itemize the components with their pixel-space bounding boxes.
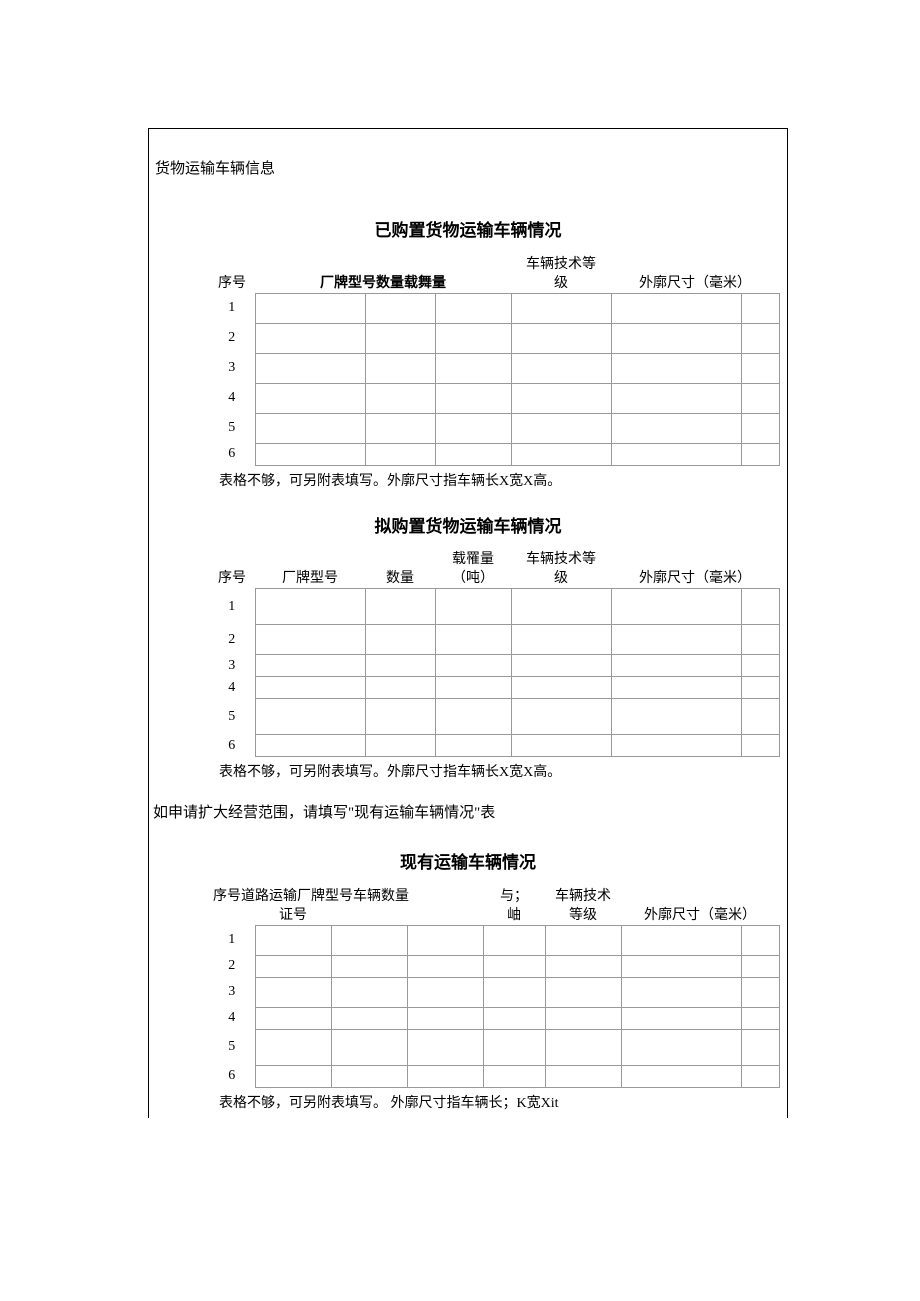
t2-col-load-bot: （吨） xyxy=(435,571,511,589)
t3-col-h1b: 与； xyxy=(483,887,545,907)
t3-header: 证号 岫 等级 外廓尺寸（毫米） xyxy=(209,907,779,925)
t3-row: 4 xyxy=(209,1007,779,1029)
t3-row: 3 xyxy=(209,977,779,1007)
t2-col-tech-top: 车辆技术等 xyxy=(511,551,611,571)
t2-seq: 4 xyxy=(209,677,255,699)
t3-table: 序号道路运输厂牌型号车辆数量 与； 车辆技术 证号 岫 等级 外廓尺寸（毫米） … xyxy=(209,887,780,1088)
t3-col-h1a: 序号道路运输厂牌型号车辆数量 xyxy=(209,887,483,907)
t1-row: 6 xyxy=(209,443,779,465)
t2-seq: 6 xyxy=(209,735,255,757)
t2-seq: 1 xyxy=(209,589,255,625)
t1-col-dim: 外廓尺寸（毫米） xyxy=(611,275,779,293)
t1-col-seq: 序号 xyxy=(209,275,255,293)
t3-note: 表格不够，可另附表填写。 外廓尺寸指车辆长；K宽Xit xyxy=(149,1088,787,1114)
t3-row: 2 xyxy=(209,955,779,977)
t3-header-top: 序号道路运输厂牌型号车辆数量 与； 车辆技术 xyxy=(209,887,779,907)
expand-note: 如申请扩大经营范围，请填写"现有运输车辆情况"表 xyxy=(149,783,787,828)
t3-col-tech-top: 车辆技术 xyxy=(545,887,621,907)
t1-row: 2 xyxy=(209,323,779,353)
document-frame: 货物运输车辆信息 已购置货物运输车辆情况 车辆技术等 序号 厂牌型号数量载舞量 … xyxy=(148,128,788,1118)
t1-row: 5 xyxy=(209,413,779,443)
section-title: 货物运输车辆信息 xyxy=(149,129,787,196)
t3-row: 5 xyxy=(209,1029,779,1065)
t2-row: 2 xyxy=(209,625,779,655)
t1-seq: 1 xyxy=(209,293,255,323)
t1-col-brand: 厂牌型号数量载舞量 xyxy=(255,275,511,293)
t3-seq: 4 xyxy=(209,1007,255,1029)
t2-seq: 2 xyxy=(209,625,255,655)
t3-row: 6 xyxy=(209,1065,779,1087)
t3-seq: 3 xyxy=(209,977,255,1007)
t3-seq: 5 xyxy=(209,1029,255,1065)
t1-seq: 2 xyxy=(209,323,255,353)
t2-col-qty: 数量 xyxy=(365,571,435,589)
t1-row: 3 xyxy=(209,353,779,383)
t2-row: 5 xyxy=(209,699,779,735)
t2-row: 3 xyxy=(209,655,779,677)
t3-wrap: 序号道路运输厂牌型号车辆数量 与； 车辆技术 证号 岫 等级 外廓尺寸（毫米） … xyxy=(209,887,779,1088)
t1-seq: 4 xyxy=(209,383,255,413)
t2-col-dim: 外廓尺寸（毫米） xyxy=(611,571,779,589)
t1-col-tech-bot: 级 xyxy=(511,275,611,293)
t1-wrap: 车辆技术等 序号 厂牌型号数量载舞量 级 外廓尺寸（毫米） 1 2 3 4 5 … xyxy=(209,255,779,466)
t2-heading: 拟购置货物运输车辆情况 xyxy=(149,512,787,537)
t2-header-top: 载罹量 车辆技术等 xyxy=(209,551,779,571)
t1-header: 序号 厂牌型号数量载舞量 级 外廓尺寸（毫米） xyxy=(209,275,779,293)
t1-note: 表格不够，可另附表填写。外廓尺寸指车辆长X宽X高。 xyxy=(149,466,787,492)
t2-table: 载罹量 车辆技术等 序号 厂牌型号 数量 （吨） 级 外廓尺寸（毫米） 1 2 … xyxy=(209,551,780,758)
t2-col-seq: 序号 xyxy=(209,571,255,589)
t3-col-tech-bot: 等级 xyxy=(545,907,621,925)
t2-row: 4 xyxy=(209,677,779,699)
t3-col-dim: 外廓尺寸（毫米） xyxy=(621,907,779,925)
t1-seq: 6 xyxy=(209,443,255,465)
t2-seq: 5 xyxy=(209,699,255,735)
t1-row: 4 xyxy=(209,383,779,413)
t1-header-top: 车辆技术等 xyxy=(209,255,779,275)
t1-seq: 5 xyxy=(209,413,255,443)
t3-col-h2a: 证号 xyxy=(255,907,331,925)
t1-row: 1 xyxy=(209,293,779,323)
t3-seq: 2 xyxy=(209,955,255,977)
t3-row: 1 xyxy=(209,925,779,955)
t1-seq: 3 xyxy=(209,353,255,383)
t2-wrap: 载罹量 车辆技术等 序号 厂牌型号 数量 （吨） 级 外廓尺寸（毫米） 1 2 … xyxy=(209,551,779,758)
t1-table: 车辆技术等 序号 厂牌型号数量载舞量 级 外廓尺寸（毫米） 1 2 3 4 5 … xyxy=(209,255,780,466)
t3-heading: 现有运输车辆情况 xyxy=(149,848,787,873)
t3-col-h2b: 岫 xyxy=(483,907,545,925)
t2-note: 表格不够，可另附表填写。外廓尺寸指车辆长X宽X高。 xyxy=(149,757,787,783)
t2-col-tech-bot: 级 xyxy=(511,571,611,589)
t3-seq: 6 xyxy=(209,1065,255,1087)
t2-col-load-top: 载罹量 xyxy=(435,551,511,571)
t1-col-tech-top: 车辆技术等 xyxy=(511,255,611,275)
t2-row: 6 xyxy=(209,735,779,757)
t2-row: 1 xyxy=(209,589,779,625)
t1-heading: 已购置货物运输车辆情况 xyxy=(149,216,787,241)
t2-header: 序号 厂牌型号 数量 （吨） 级 外廓尺寸（毫米） xyxy=(209,571,779,589)
t2-seq: 3 xyxy=(209,655,255,677)
t2-col-brand: 厂牌型号 xyxy=(255,571,365,589)
t3-seq: 1 xyxy=(209,925,255,955)
